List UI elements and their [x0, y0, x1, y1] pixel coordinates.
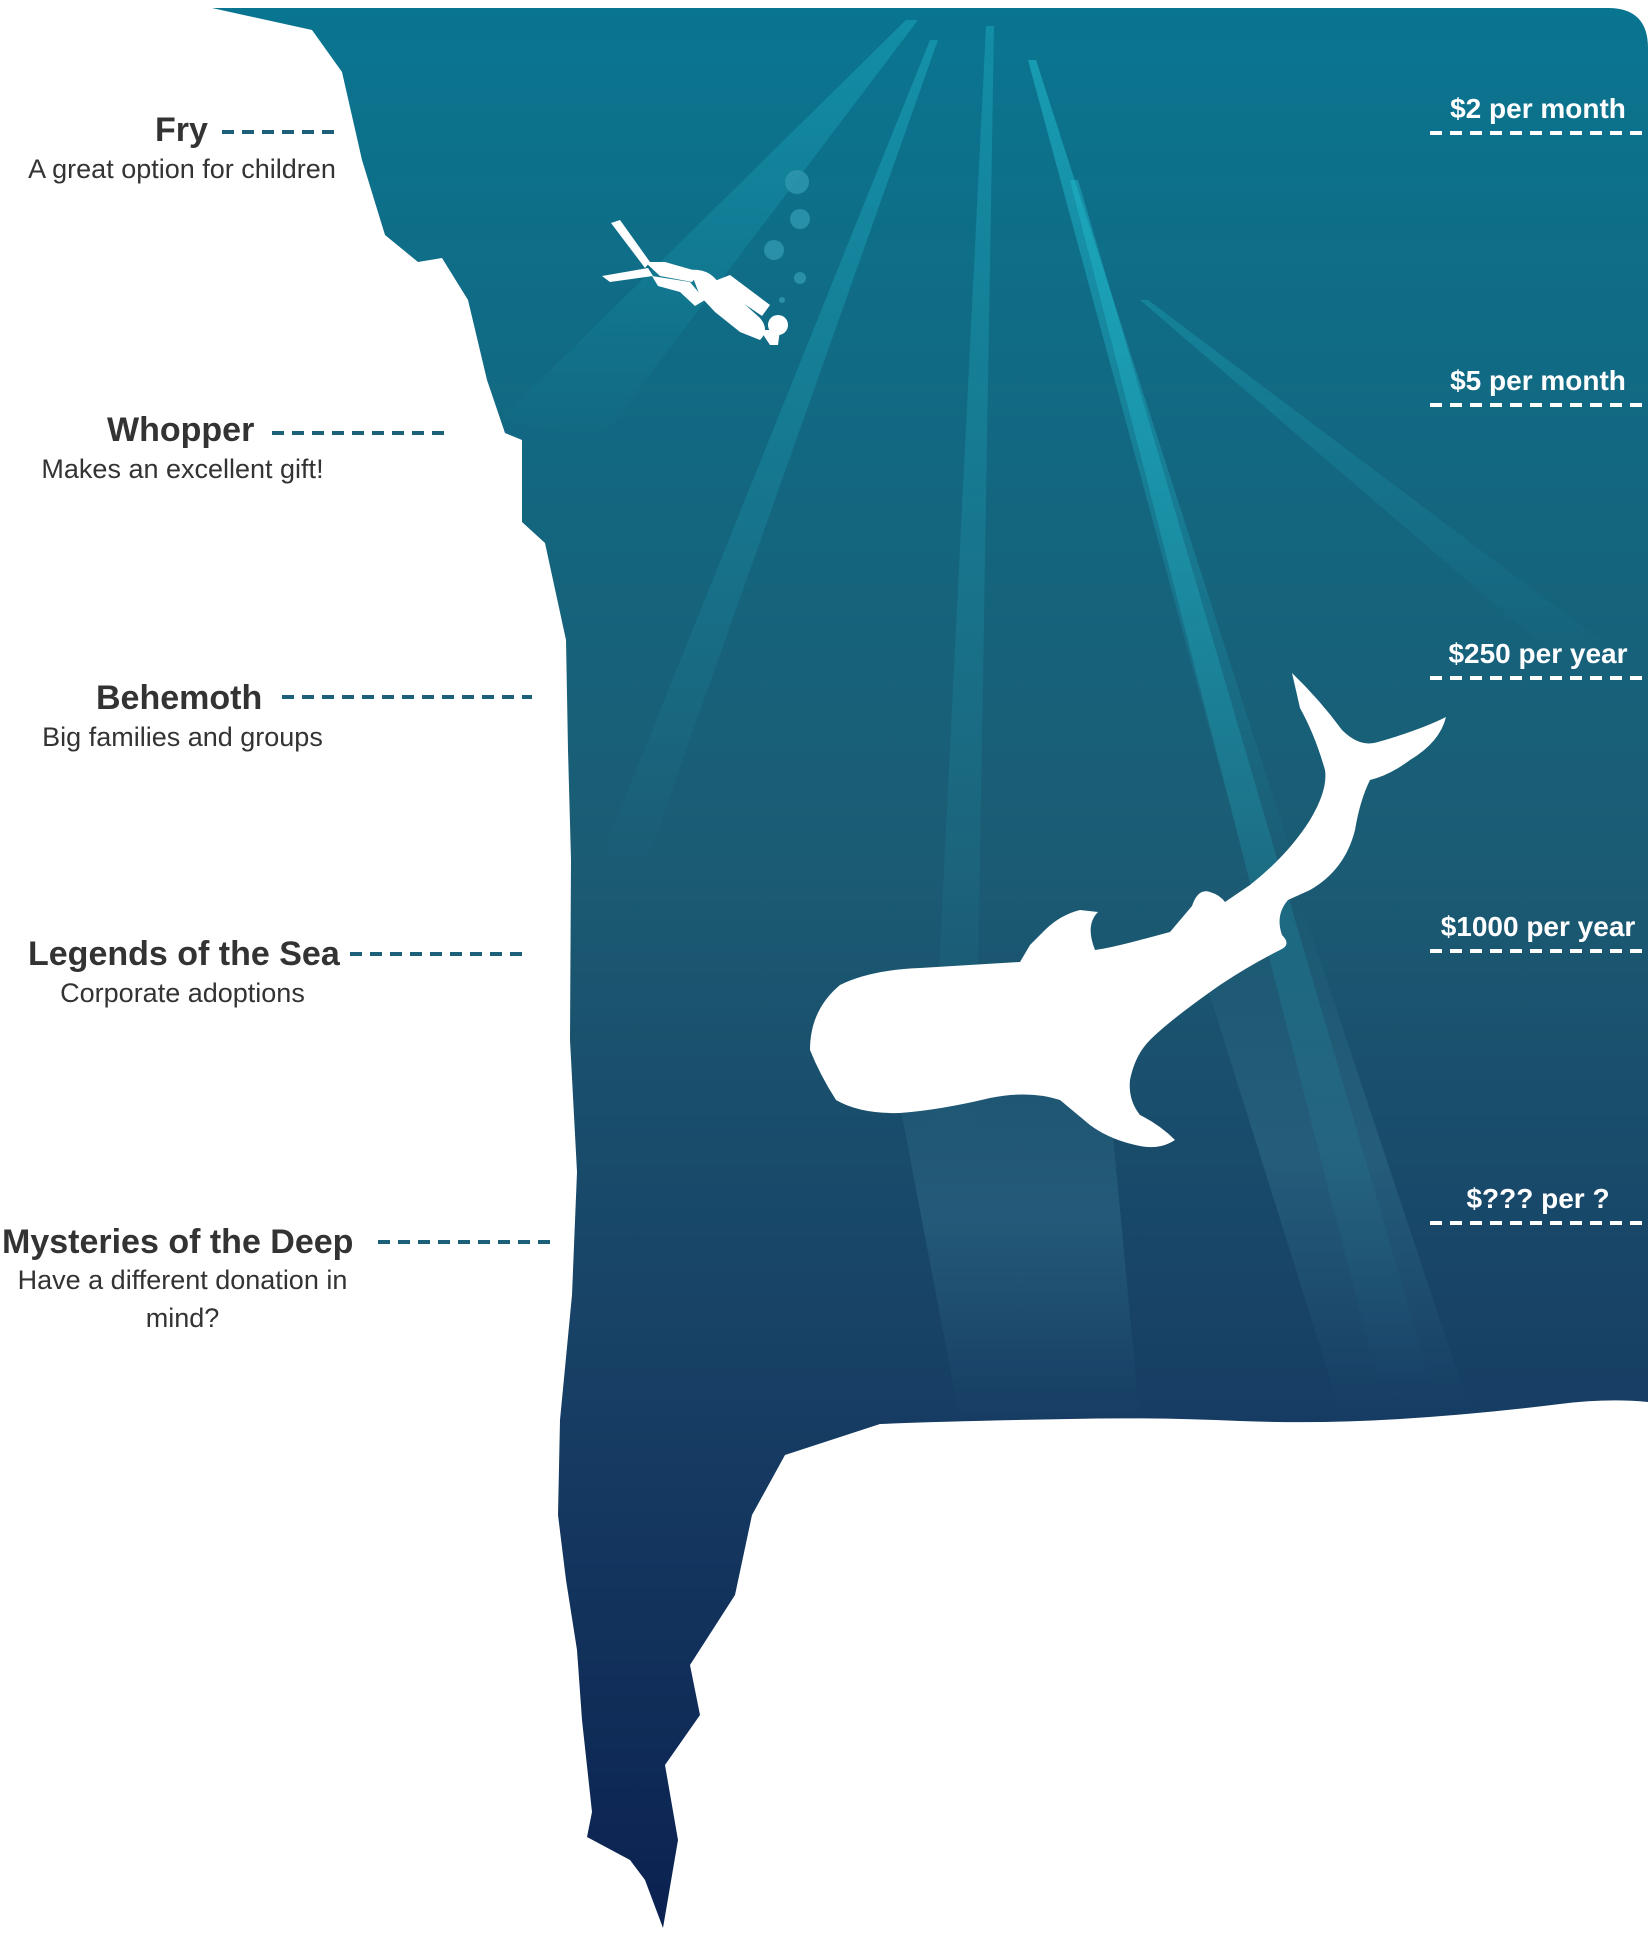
- tier-name-fry: Fry: [155, 111, 208, 149]
- bubbles-icon: [764, 170, 810, 303]
- price-mysteries: $??? per ?: [1466, 1183, 1610, 1214]
- tier-desc-mysteries: Have a different donation in mind?: [17, 1265, 348, 1333]
- price-behemoth: $250 per year: [1448, 638, 1628, 669]
- tier-name-behemoth: Behemoth: [96, 679, 263, 717]
- light-rays: [500, 20, 1600, 1420]
- left-connector-lines: [222, 130, 552, 1244]
- price-whopper: $5 per month: [1450, 365, 1626, 396]
- price-legends: $1000 per year: [1440, 911, 1636, 942]
- scuba-diver-silhouette-icon: [602, 220, 788, 345]
- tier-desc-behemoth: Big families and groups: [42, 722, 323, 752]
- price-fry: $2 per month: [1450, 93, 1626, 124]
- tier-name-whopper: Whopper: [107, 411, 255, 449]
- right-connector-lines: [1430, 131, 1645, 1225]
- tier-desc-whopper: Makes an excellent gift!: [41, 454, 324, 484]
- tier-desc-fry: A great option for children: [28, 154, 336, 184]
- whale-shark-silhouette-icon: [810, 673, 1446, 1148]
- tier-name-mysteries: Mysteries of the Deep: [2, 1223, 354, 1261]
- tier-desc-legends: Corporate adoptions: [60, 978, 305, 1008]
- tier-name-legends: Legends of the Sea: [28, 935, 340, 973]
